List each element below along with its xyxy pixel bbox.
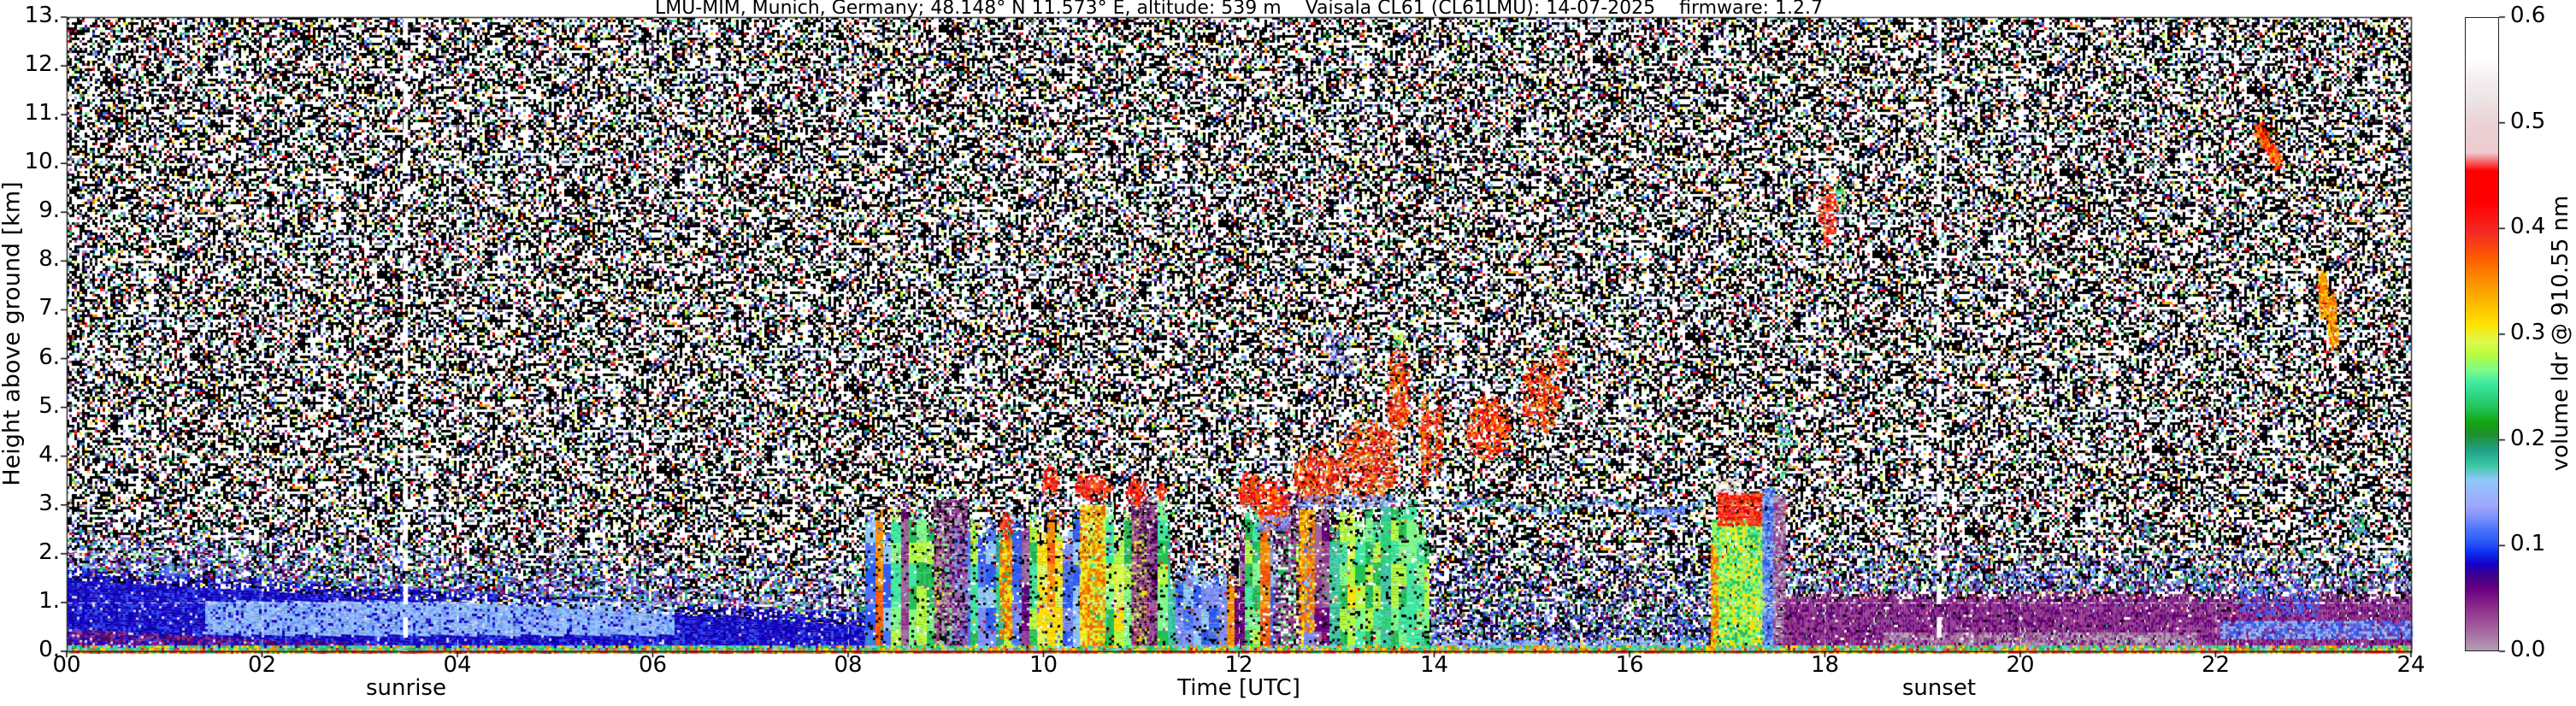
x-tick-label: 16 bbox=[1615, 652, 1644, 678]
y-tick-label: 1. bbox=[38, 587, 60, 614]
x-tick-label: 02 bbox=[247, 652, 277, 678]
y-axis-label: Height above ground [km] bbox=[0, 181, 26, 486]
x-tick-label: 18 bbox=[1810, 652, 1840, 678]
y-tick-label: 7. bbox=[38, 295, 60, 321]
x-tick-label: 00 bbox=[52, 652, 81, 678]
y-tick-label: 3. bbox=[38, 490, 60, 516]
colorbar-tick-label: 0.5 bbox=[2510, 108, 2546, 134]
x-tick-label: 06 bbox=[638, 652, 668, 678]
y-tick-label: 6. bbox=[38, 344, 60, 370]
y-tick-label: 13. bbox=[24, 3, 60, 28]
x-axis-label: Time [UTC] bbox=[1177, 675, 1300, 701]
y-tick-label: 11. bbox=[24, 100, 60, 126]
y-tick-label: 9. bbox=[38, 197, 60, 224]
figure-title: LMU-MIM, Munich, Germany; 48.148° N 11.5… bbox=[654, 0, 1824, 19]
y-tick-label: 2. bbox=[38, 538, 60, 565]
colorbar-tick-label: 0.3 bbox=[2510, 320, 2546, 345]
colorbar bbox=[2465, 17, 2499, 651]
x-tick-label: 22 bbox=[2201, 652, 2231, 678]
x-tick-label: 24 bbox=[2396, 652, 2426, 678]
sunset-annotation: sunset bbox=[1901, 675, 1977, 701]
x-tick-label: 04 bbox=[443, 652, 472, 678]
x-tick-label: 10 bbox=[1029, 652, 1058, 678]
colorbar-tick-label: 0.6 bbox=[2510, 3, 2546, 28]
x-tick-label: 12 bbox=[1224, 652, 1253, 678]
y-tick-label: 10. bbox=[24, 149, 60, 175]
x-tick-label: 14 bbox=[1419, 652, 1449, 678]
colorbar-tick-label: 0.0 bbox=[2510, 637, 2546, 662]
x-tick-label: 20 bbox=[2006, 652, 2035, 678]
y-tick-label: 0. bbox=[38, 637, 60, 662]
y-tick-label: 12. bbox=[24, 51, 60, 78]
y-tick-label: 4. bbox=[38, 441, 60, 468]
colorbar-tick-label: 0.1 bbox=[2510, 531, 2546, 557]
colorbar-tick-label: 0.2 bbox=[2510, 425, 2546, 451]
y-tick-label: 8. bbox=[38, 246, 60, 273]
y-tick-label: 5. bbox=[38, 392, 60, 419]
x-tick-label: 08 bbox=[834, 652, 863, 678]
colorbar-tick-label: 0.4 bbox=[2510, 214, 2546, 240]
sunrise-annotation: sunrise bbox=[366, 675, 446, 701]
